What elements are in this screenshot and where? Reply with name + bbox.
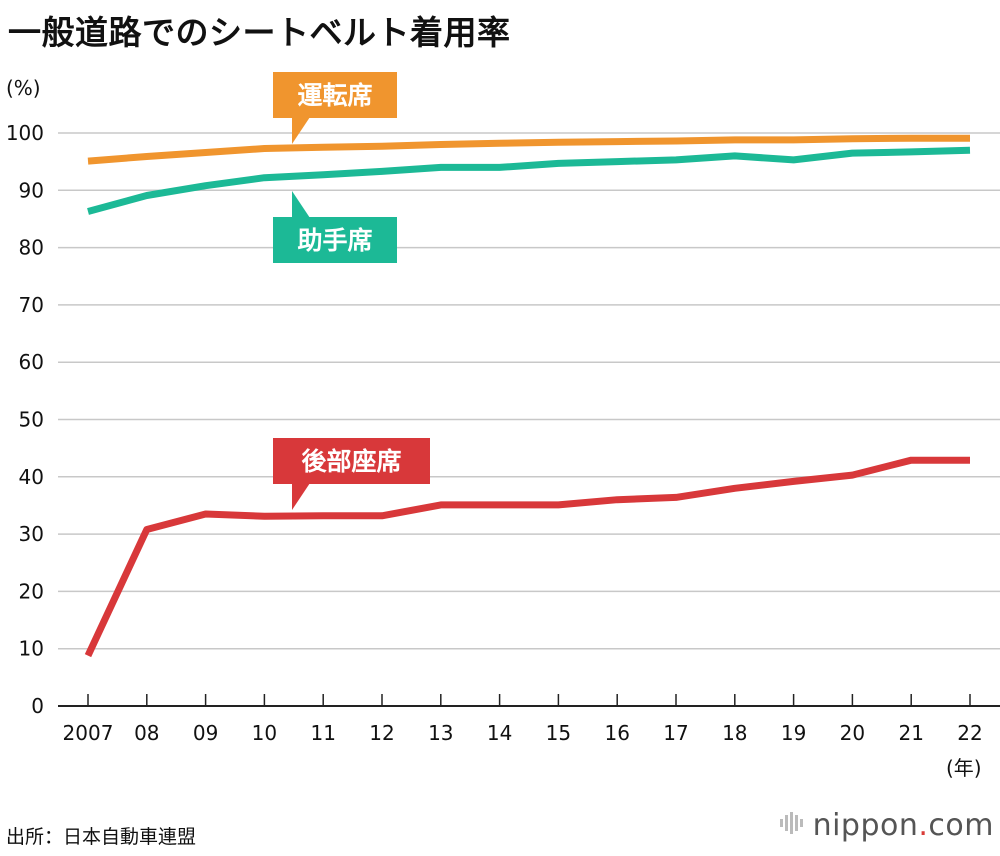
series-label-driver: 運転席 [273, 72, 397, 144]
x-tick-label: 17 [663, 721, 688, 745]
y-axis-unit: (%) [6, 76, 41, 100]
y-tick-label: 0 [31, 694, 44, 718]
grid-lines [58, 132, 1000, 707]
chart-title: 一般道路でのシートベルト着用率 [8, 13, 511, 52]
x-tick-label: 18 [722, 721, 747, 745]
series-lines [84, 134, 971, 658]
y-tick-label: 70 [19, 293, 44, 317]
series-label-text: 助手席 [297, 226, 372, 255]
y-tick-label: 10 [19, 637, 44, 661]
y-tick-label: 30 [19, 522, 44, 546]
nippon-logo: nippon.com [779, 808, 994, 844]
logo-dot: . [918, 808, 929, 843]
logo-name: nippon [812, 808, 919, 843]
logo-mark-icon [779, 809, 805, 844]
y-tick-label: 50 [19, 408, 44, 432]
series-label-text: 運転席 [297, 81, 372, 110]
x-tick-label: 20 [840, 721, 865, 745]
series-line-passenger [87, 146, 971, 215]
y-tick-label: 20 [19, 579, 44, 603]
y-tick-label: 40 [19, 465, 44, 489]
series-line-rear [84, 456, 970, 658]
series-label-passenger: 助手席 [273, 191, 397, 263]
x-tick-label: 08 [134, 721, 159, 745]
x-tick-label: 22 [957, 721, 982, 745]
series-line-driver [87, 134, 970, 165]
x-tick-label: 15 [546, 721, 571, 745]
x-tick-label: 13 [428, 721, 453, 745]
x-tick-label: 16 [604, 721, 629, 745]
y-tick-labels: 0 10 20 30 40 50 60 70 80 90 100 [6, 121, 44, 718]
y-tick-label: 100 [6, 121, 44, 145]
x-tick-label: 09 [193, 721, 218, 745]
y-tick-label: 80 [19, 236, 44, 260]
x-tick-label: 19 [781, 721, 806, 745]
y-tick-label: 90 [19, 178, 44, 202]
logo-tld: com [928, 808, 994, 843]
x-tick-label: 10 [252, 721, 277, 745]
x-axis: 2007 08 09 10 11 12 13 14 15 16 17 18 19 20 21 22 [63, 694, 983, 745]
y-tick-label: 60 [19, 350, 44, 374]
x-tick-label: 11 [310, 721, 335, 745]
source-note: 出所：日本自動車連盟 [6, 826, 197, 848]
series-label-rear: 後部座席 [273, 438, 430, 510]
x-axis-unit: (年) [946, 756, 982, 780]
x-tick-label: 2007 [63, 721, 114, 745]
x-tick-label: 21 [898, 721, 923, 745]
x-tick-label: 14 [487, 721, 512, 745]
series-label-text: 後部座席 [301, 447, 401, 476]
x-tick-label: 12 [369, 721, 394, 745]
